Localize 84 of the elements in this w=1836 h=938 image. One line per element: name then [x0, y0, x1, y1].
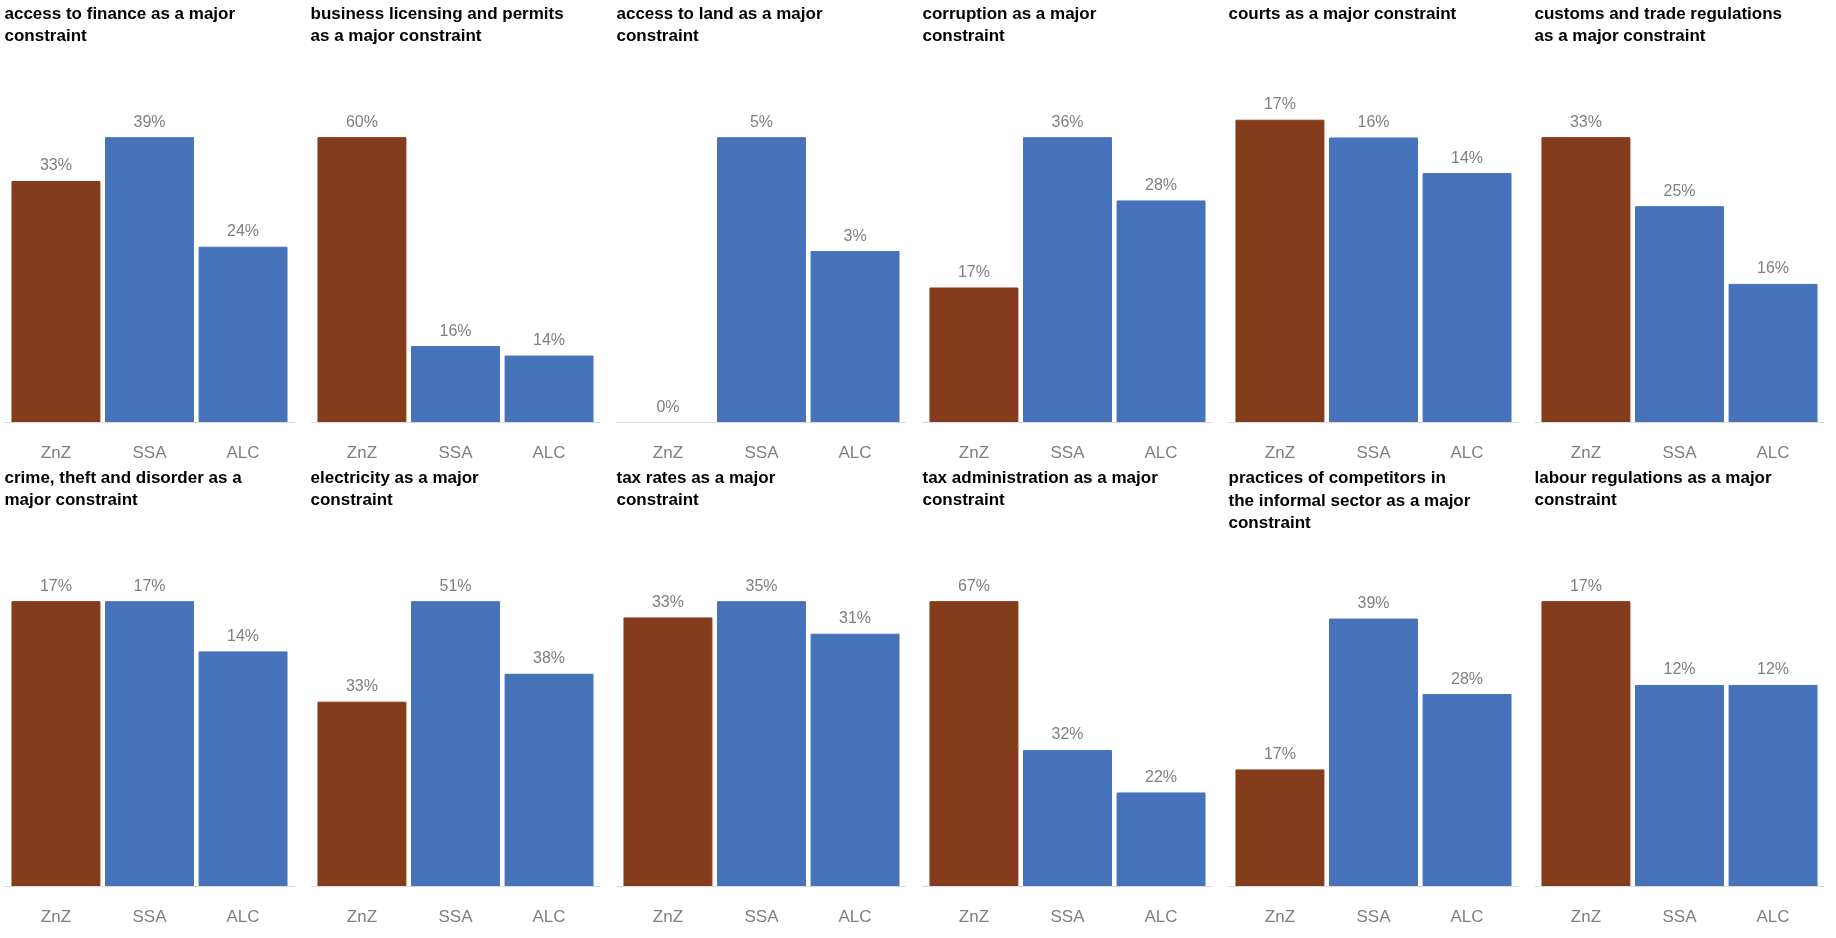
x-tick-label: SSA — [1050, 442, 1086, 462]
x-tick-label: SSA — [1050, 906, 1086, 926]
x-tick-label: ALC — [838, 906, 872, 926]
data-label: 36% — [1051, 112, 1084, 130]
data-label: 24% — [227, 222, 260, 240]
data-label: 16% — [439, 321, 472, 339]
x-tick-label: ZnZ — [40, 906, 72, 926]
x-tick-label: SSA — [132, 442, 168, 462]
data-label: 38% — [533, 649, 566, 667]
chart-title: customs and trade regulations as a major constraint — [1534, 3, 1782, 46]
x-tick-label: ALC — [1450, 442, 1484, 462]
x-tick-label: ALC — [1144, 442, 1178, 462]
data-label: 14% — [227, 626, 260, 644]
x-tick-label: ZnZ — [1264, 442, 1296, 462]
x-tick-label: ZnZ — [40, 442, 72, 462]
x-tick-label: ALC — [532, 442, 566, 462]
data-label: 33% — [39, 156, 72, 174]
chart-title: practices of competitors in the informal sector as a major constraint — [1228, 467, 1471, 533]
chart-title: crime, theft and disorder as a major constraint — [4, 467, 243, 510]
x-tick-label: ZnZ — [1264, 906, 1296, 926]
x-tick-label: ZnZ — [1570, 906, 1602, 926]
data-label: 39% — [1357, 594, 1390, 612]
data-label: 3% — [843, 226, 867, 244]
data-label: 17% — [957, 262, 990, 280]
x-tick-label: ZnZ — [958, 906, 990, 926]
x-tick-label: ZnZ — [652, 906, 684, 926]
data-label: 14% — [1451, 148, 1484, 166]
chart-title: electricity as a major constraint — [310, 467, 480, 510]
x-tick-label: SSA — [1356, 906, 1392, 926]
x-tick-label: ZnZ — [346, 442, 378, 462]
data-label: 60% — [345, 112, 378, 130]
data-label: 0% — [656, 397, 680, 415]
x-tick-label: SSA — [1662, 906, 1698, 926]
data-label: 33% — [345, 677, 378, 695]
data-label: 16% — [1757, 259, 1790, 277]
x-tick-label: SSA — [744, 442, 780, 462]
data-label: 33% — [1569, 112, 1602, 130]
chart-title: corruption as a major constraint — [922, 3, 1097, 46]
data-label: 17% — [1263, 95, 1296, 113]
data-label: 35% — [745, 576, 778, 594]
data-label: 14% — [533, 331, 566, 349]
chart-title: tax rates as a major constraint — [616, 467, 776, 510]
x-tick-label: ALC — [1144, 906, 1178, 926]
data-label: 25% — [1663, 181, 1696, 199]
data-label: 17% — [1569, 576, 1602, 594]
data-label: 17% — [39, 576, 72, 594]
x-tick-label: ZnZ — [958, 442, 990, 462]
x-tick-label: SSA — [744, 906, 780, 926]
data-label: 32% — [1051, 725, 1084, 743]
chart-title: labour regulations as a major constraint — [1534, 467, 1772, 510]
data-label: 67% — [957, 576, 990, 594]
x-tick-label: SSA — [132, 906, 168, 926]
data-label: 28% — [1145, 175, 1178, 193]
x-tick-label: ALC — [226, 906, 260, 926]
chart-title: courts as a major constraint — [1228, 3, 1457, 23]
x-tick-label: ZnZ — [652, 442, 684, 462]
x-tick-label: ALC — [226, 442, 260, 462]
data-label: 22% — [1145, 767, 1178, 785]
x-tick-label: ALC — [838, 442, 872, 462]
x-tick-label: ALC — [1756, 906, 1790, 926]
data-label: 28% — [1451, 669, 1484, 687]
chart-title: business licensing and permits as a major constraint — [310, 3, 564, 46]
chart-title: access to land as a major constraint — [616, 3, 823, 46]
x-tick-label: ALC — [532, 906, 566, 926]
x-tick-label: ALC — [1756, 442, 1790, 462]
x-tick-label: ZnZ — [346, 906, 378, 926]
x-tick-label: SSA — [1662, 442, 1698, 462]
data-label: 51% — [439, 576, 472, 594]
x-tick-label: ALC — [1450, 906, 1484, 926]
data-label: 16% — [1357, 113, 1390, 131]
data-label: 31% — [839, 609, 872, 627]
data-label: 5% — [749, 112, 774, 130]
chart-title: access to finance as a major constraint — [4, 3, 236, 46]
x-tick-label: SSA — [438, 906, 474, 926]
x-tick-label: ZnZ — [1570, 442, 1602, 462]
chart-title: tax administration as a major constraint — [922, 467, 1159, 510]
data-label: 33% — [651, 592, 684, 610]
data-label: 17% — [133, 576, 166, 594]
data-label: 12% — [1663, 660, 1696, 678]
data-label: 39% — [133, 112, 166, 130]
x-tick-label: SSA — [1356, 442, 1392, 462]
data-label: 12% — [1757, 660, 1790, 678]
x-tick-label: SSA — [438, 442, 474, 462]
data-label: 17% — [1263, 744, 1296, 762]
